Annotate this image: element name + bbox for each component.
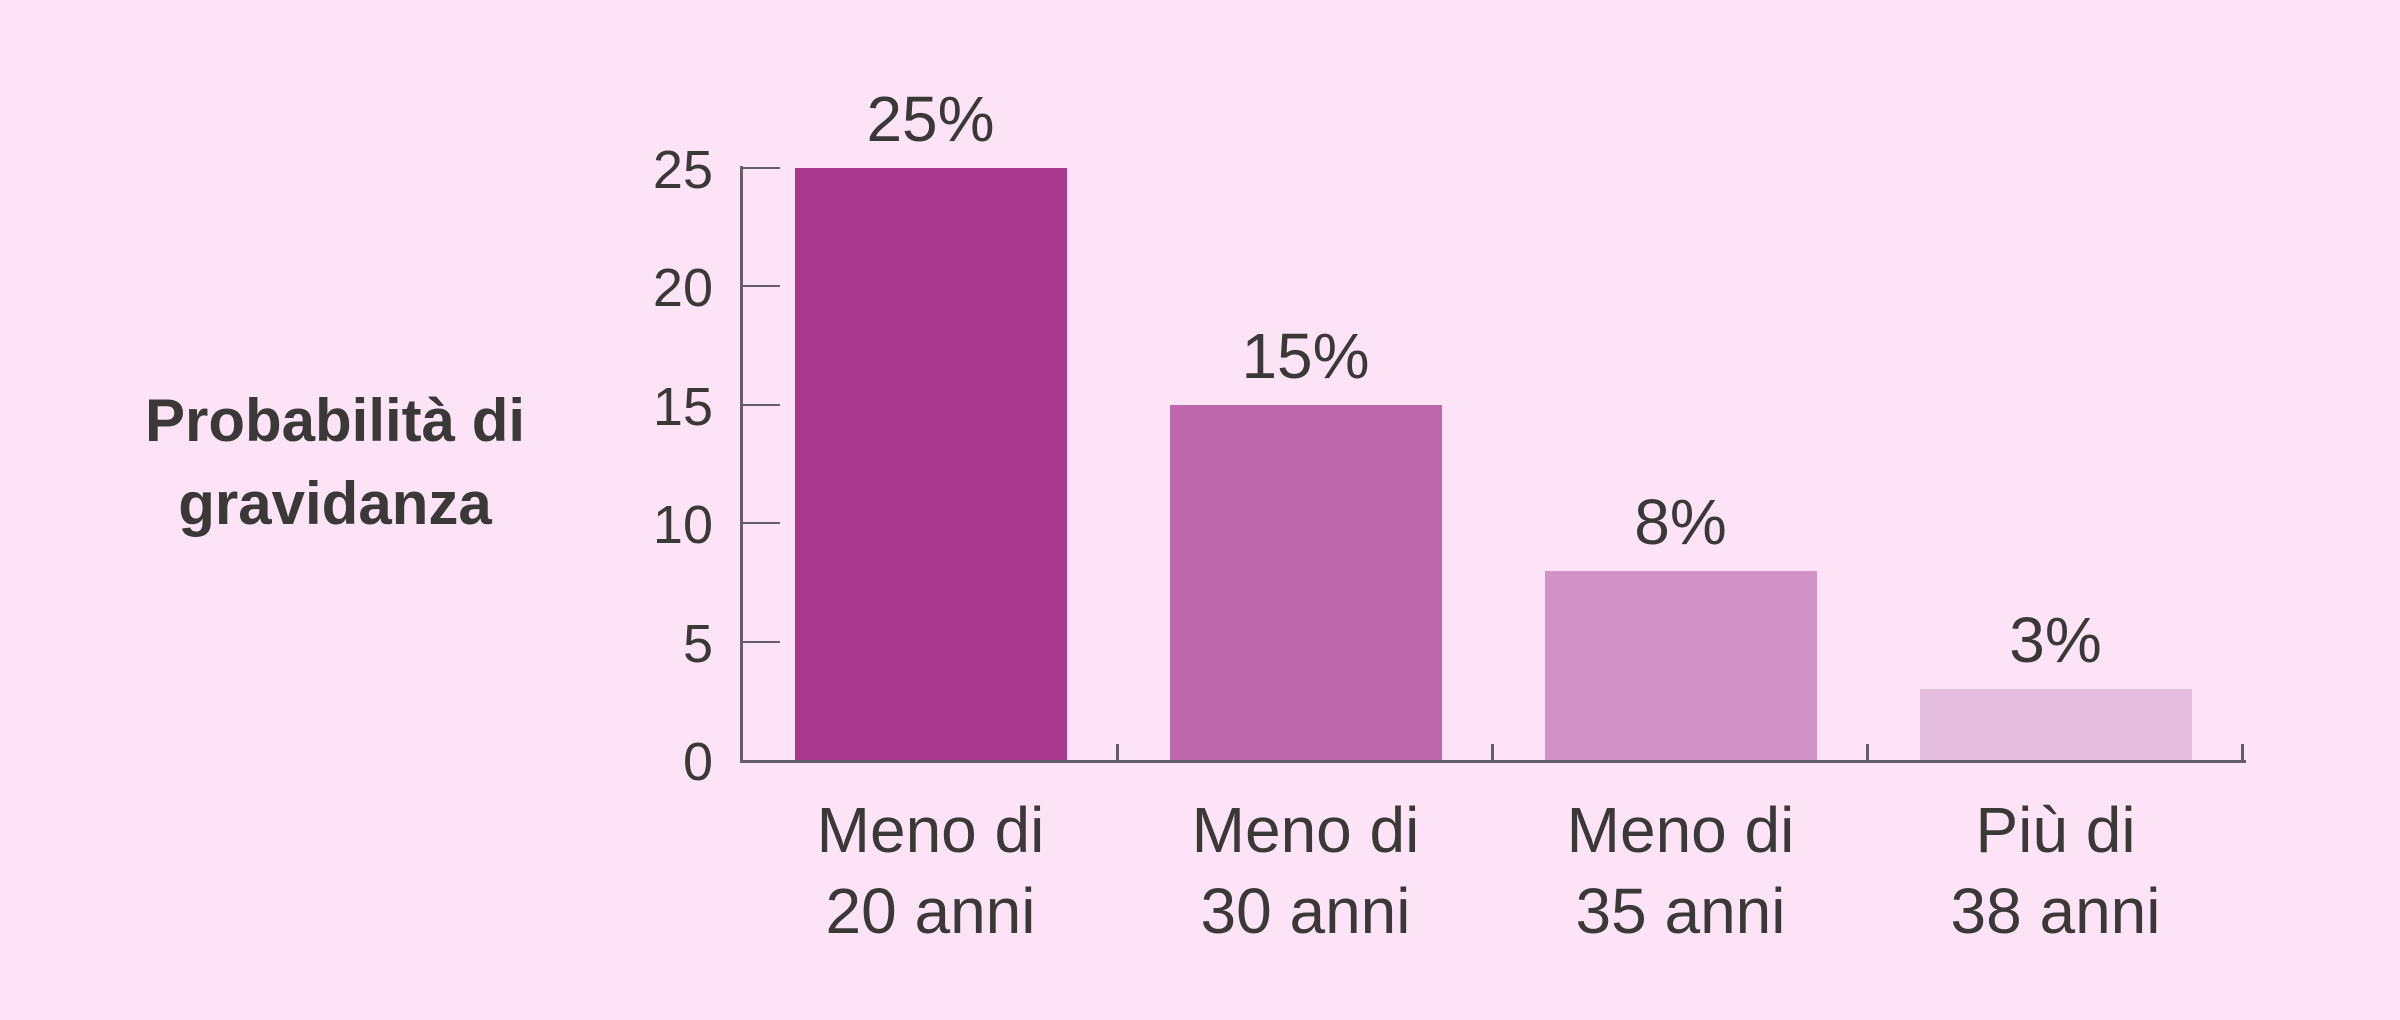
- category-label-line: Meno di: [816, 794, 1045, 866]
- category-label-line: Meno di: [1191, 794, 1420, 866]
- x-tick-mark: [1866, 744, 1869, 760]
- y-tick-label: 15: [652, 376, 713, 437]
- x-tick-mark: [1116, 744, 1119, 760]
- y-tick-label: 5: [682, 613, 713, 674]
- x-tick-mark: [1491, 744, 1494, 760]
- y-tick-mark: [743, 285, 780, 288]
- bar: [1544, 571, 1817, 760]
- y-axis-title: Probabilità di gravidanza: [35, 379, 635, 545]
- category-label-line: 30 anni: [1200, 875, 1411, 947]
- y-tick-label: 0: [682, 732, 713, 792]
- category-label-line: Più di: [1975, 794, 2136, 866]
- category-label-line: 38 anni: [1950, 875, 2161, 947]
- bar: [1169, 405, 1442, 760]
- bar-value-label: 15%: [1241, 320, 1370, 392]
- category-label: Meno di 30 anni: [1118, 790, 1493, 952]
- y-tick-mark: [743, 167, 780, 169]
- bar-value-label: 3%: [2009, 604, 2102, 676]
- y-axis-title-line2: gravidanza: [178, 470, 492, 537]
- y-tick-mark: [743, 403, 780, 406]
- x-axis-line: [740, 760, 2246, 763]
- category-label: Più di 38 anni: [1868, 790, 2243, 952]
- y-axis-title-line1: Probabilità di: [144, 387, 526, 454]
- category-label-line: 35 anni: [1575, 875, 1786, 947]
- bar-value-label: 25%: [866, 83, 995, 155]
- y-tick-label: 25: [652, 140, 713, 200]
- bar: [1919, 689, 2192, 760]
- bar: [794, 168, 1067, 760]
- category-label: Meno di 20 anni: [743, 790, 1118, 952]
- y-axis-line: [740, 166, 743, 763]
- category-label-line: 20 anni: [825, 875, 1036, 947]
- category-label: Meno di 35 anni: [1493, 790, 1868, 952]
- y-tick-mark: [743, 640, 780, 643]
- x-tick-mark: [2241, 744, 2244, 760]
- category-label-line: Meno di: [1566, 794, 1795, 866]
- bar-value-label: 8%: [1634, 486, 1727, 558]
- y-tick-label: 10: [652, 495, 713, 556]
- y-tick-label: 20: [652, 258, 713, 319]
- y-tick-mark: [743, 522, 780, 525]
